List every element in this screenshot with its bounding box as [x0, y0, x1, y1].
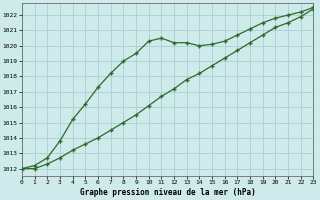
X-axis label: Graphe pression niveau de la mer (hPa): Graphe pression niveau de la mer (hPa)	[80, 188, 256, 197]
